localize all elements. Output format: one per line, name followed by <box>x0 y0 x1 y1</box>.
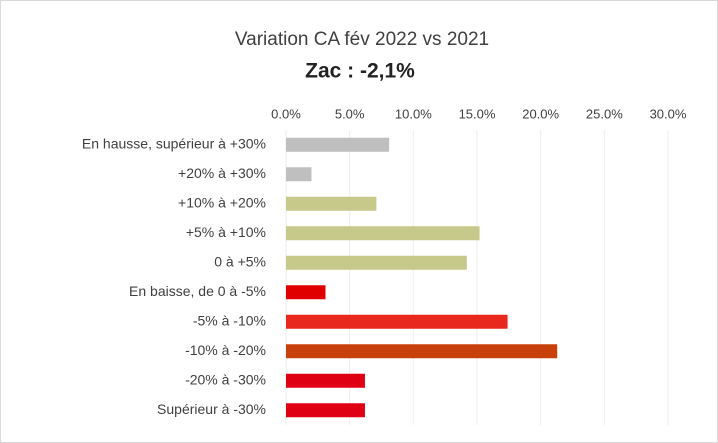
x-tick-label: 15.0% <box>459 106 496 121</box>
x-tick-label: 0.0% <box>271 106 301 121</box>
y-tick-label: +5% à +10% <box>186 224 266 240</box>
x-tick-label: 10.0% <box>395 106 432 121</box>
y-tick-label: -10% à -20% <box>185 342 266 358</box>
bar <box>286 285 326 300</box>
x-tick-label: 25.0% <box>586 106 623 121</box>
y-tick-label: En hausse, supérieur à +30% <box>82 135 266 151</box>
bar <box>286 137 390 152</box>
y-tick-label: -20% à -30% <box>185 371 266 387</box>
y-tick-label: Supérieur à -30% <box>157 401 266 417</box>
y-tick-label: En baisse, de 0 à -5% <box>129 283 266 299</box>
x-tick-label: 5.0% <box>335 106 365 121</box>
bar <box>286 196 377 211</box>
x-tick-label: 30.0% <box>650 106 687 121</box>
bar <box>286 314 508 329</box>
bar <box>286 373 365 388</box>
bar <box>286 344 558 359</box>
y-tick-label: +10% à +20% <box>178 194 266 210</box>
bar <box>286 403 365 418</box>
bar <box>286 255 467 270</box>
bar <box>286 167 312 182</box>
y-tick-label: +20% à +30% <box>178 165 266 181</box>
chart-subtitle: Zac : -2,1% <box>305 60 415 83</box>
y-tick-label: -5% à -10% <box>193 312 266 328</box>
bar <box>286 226 480 241</box>
chart-title: Variation CA fév 2022 vs 2021 <box>235 29 489 50</box>
y-tick-label: 0 à +5% <box>214 253 266 269</box>
x-tick-label: 20.0% <box>522 106 559 121</box>
